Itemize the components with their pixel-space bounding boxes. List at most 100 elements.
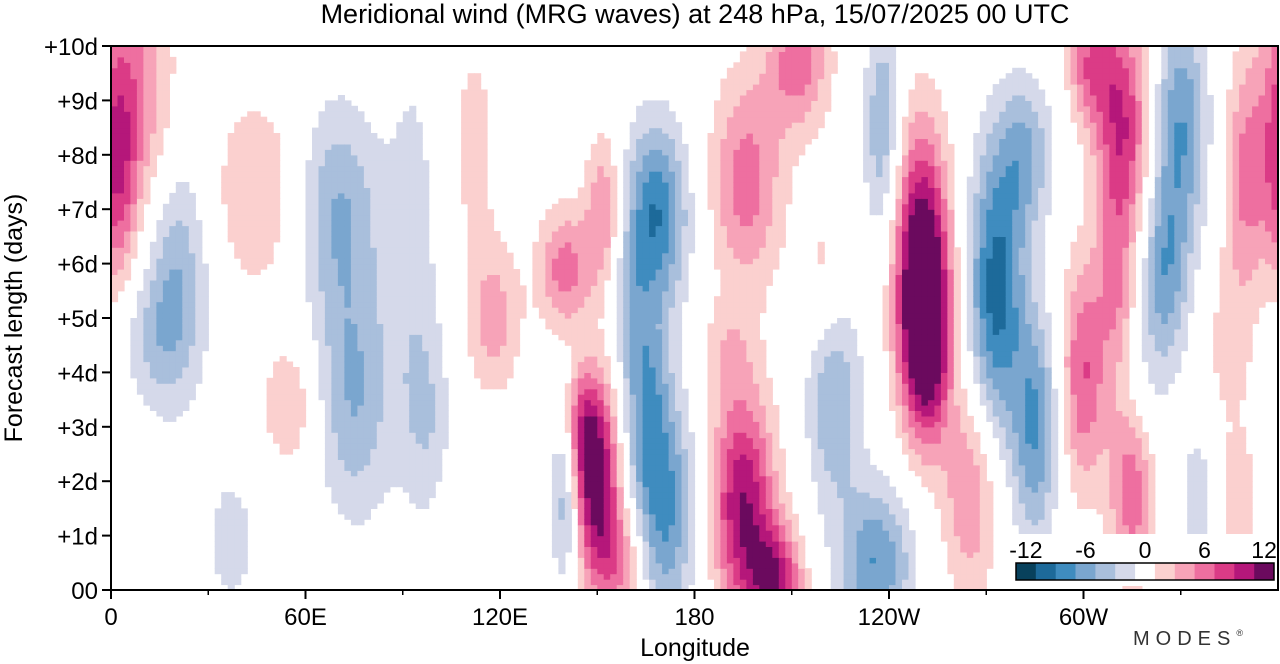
- field-cell: [545, 231, 553, 237]
- field-cell: [402, 454, 410, 460]
- field-cell: [675, 328, 683, 335]
- field-cell: [714, 182, 722, 188]
- field-cell: [389, 415, 397, 422]
- field-cell: [675, 481, 683, 488]
- field-cell: [707, 437, 715, 444]
- field-cell: [675, 301, 683, 308]
- field-cell: [714, 339, 722, 346]
- field-cell: [623, 301, 631, 308]
- field-cell: [688, 470, 696, 477]
- field-cell: [629, 551, 637, 558]
- field-cell: [480, 100, 488, 107]
- field-cell: [305, 258, 313, 265]
- field-cell: [577, 301, 585, 308]
- field-cell: [124, 78, 132, 85]
- field-cell: [688, 481, 696, 488]
- field-cell: [136, 56, 144, 63]
- field-cell: [506, 323, 514, 330]
- field-cell: [383, 231, 391, 237]
- field-cell: [675, 182, 683, 188]
- field-cell: [117, 274, 125, 281]
- field-cell: [564, 508, 572, 515]
- field-cell: [480, 285, 488, 292]
- field-cell: [726, 486, 734, 493]
- field-cell: [577, 503, 585, 509]
- field-cell: [415, 405, 423, 411]
- field-cell: [649, 182, 657, 188]
- field-cell: [564, 247, 572, 254]
- field-cell: [597, 307, 605, 314]
- field-cell: [312, 312, 320, 319]
- field-cell: [169, 356, 177, 363]
- field-cell: [337, 165, 345, 172]
- field-cell: [538, 307, 546, 314]
- field-cell: [383, 154, 391, 161]
- field-cell: [324, 209, 332, 216]
- field-cell: [370, 176, 378, 183]
- field-cell: [675, 367, 683, 373]
- field-cell: [480, 377, 488, 384]
- field-cell: [603, 171, 611, 178]
- field-cell: [506, 274, 514, 281]
- field-cell: [182, 307, 190, 314]
- field-cell: [124, 89, 132, 96]
- field-cell: [331, 367, 339, 373]
- field-cell: [402, 356, 410, 363]
- field-cell: [681, 236, 689, 243]
- field-cell: [623, 350, 631, 357]
- field-cell: [662, 437, 670, 444]
- field-cell: [714, 388, 722, 395]
- field-cell: [610, 203, 618, 210]
- field-cell: [675, 258, 683, 265]
- field-cell: [610, 388, 618, 395]
- field-cell: [642, 573, 650, 580]
- field-cell: [668, 388, 676, 395]
- field-cell: [584, 258, 592, 265]
- field-cell: [746, 116, 754, 123]
- field-cell: [675, 415, 683, 422]
- field-cell: [156, 269, 164, 275]
- field-cell: [629, 236, 637, 243]
- field-cell: [234, 154, 242, 161]
- field-cell: [739, 470, 747, 477]
- field-cell: [500, 247, 508, 254]
- field-cell: [467, 111, 475, 118]
- field-cell: [590, 383, 598, 390]
- field-cell: [688, 535, 696, 542]
- field-cell: [623, 203, 631, 210]
- field-cell: [597, 443, 605, 450]
- field-cell: [480, 105, 488, 112]
- field-cell: [422, 426, 430, 433]
- field-cell: [662, 497, 670, 504]
- field-cell: [746, 133, 754, 139]
- field-cell: [415, 345, 423, 352]
- field-cell: [662, 519, 670, 526]
- field-cell: [117, 182, 125, 188]
- field-cell: [415, 143, 423, 150]
- field-cell: [402, 236, 410, 243]
- field-cell: [714, 443, 722, 450]
- field-cell: [726, 143, 734, 150]
- field-cell: [214, 568, 222, 575]
- field-cell: [201, 339, 209, 346]
- field-cell: [733, 562, 741, 569]
- field-cell: [720, 84, 728, 91]
- field-cell: [571, 367, 579, 373]
- field-cell: [726, 231, 734, 237]
- field-cell: [733, 296, 741, 303]
- field-cell: [234, 122, 242, 129]
- field-cell: [402, 133, 410, 139]
- field-cell: [169, 236, 177, 243]
- field-cell: [629, 573, 637, 580]
- field-cell: [584, 247, 592, 254]
- field-cell: [350, 519, 358, 526]
- field-cell: [324, 100, 332, 107]
- field-cell: [188, 394, 196, 401]
- field-cell: [480, 116, 488, 123]
- field-cell: [675, 345, 683, 352]
- field-cell: [357, 236, 365, 243]
- field-cell: [337, 432, 345, 439]
- field-cell: [629, 241, 637, 248]
- field-cell: [649, 149, 657, 156]
- field-cell: [331, 149, 339, 156]
